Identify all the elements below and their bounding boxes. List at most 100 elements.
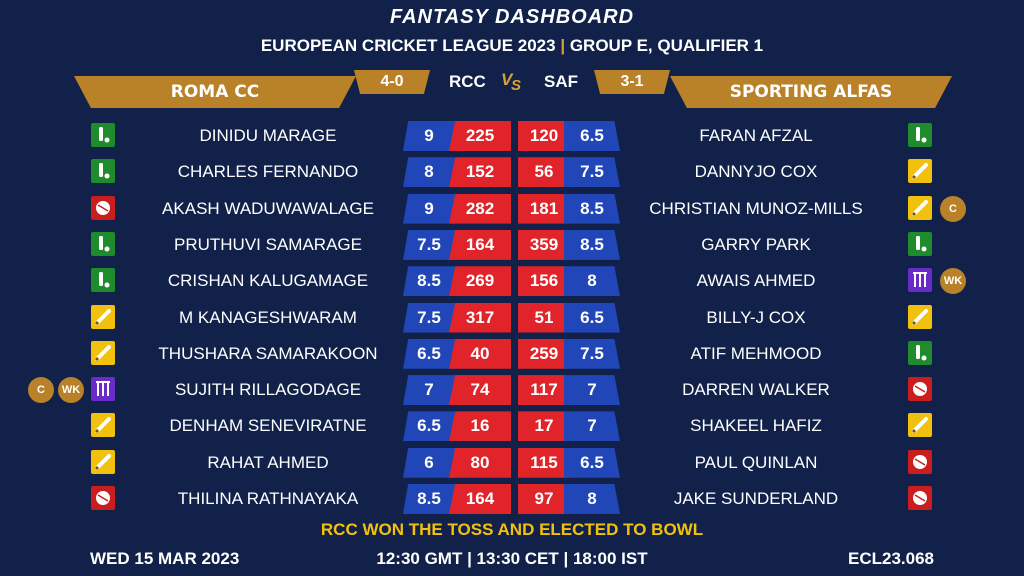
right-player-points: 359 [518,229,570,260]
allrounder-icon [908,340,932,365]
allrounder-icon [91,123,115,147]
player-row: AKASH WADUWAWALAGE 9 282 181 8.5 CHRISTIAN MU… [0,193,1024,224]
left-player-credits: 9 [403,121,455,151]
left-player-credits: 6 [403,447,455,478]
right-player-name: DARREN WALKER [682,380,830,400]
right-player-name: CHRISTIAN MUNOZ-MILLS [649,198,863,218]
left-player-name: CRISHAN KALUGAMAGE [167,271,369,291]
vs-logo-icon: V S [501,70,521,94]
bowler-icon [908,486,932,510]
svg-text:S: S [511,77,521,92]
allrounder-icon [908,123,932,147]
batter-icon [908,195,932,220]
right-player-credits: 6.5 [564,302,620,333]
left-player-points: 40 [449,338,511,369]
right-player-name: FARAN AFZAL [699,126,813,145]
match-time: 12:30 GMT | 13:30 CET | 18:00 IST [376,549,648,568]
left-player-points: 80 [449,447,511,478]
player-row: RAHAT AHMED 6 80 115 6.5 PAUL QUINLAN [0,447,1024,478]
batter-icon [908,413,932,438]
right-player-points: 156 [518,266,570,297]
bowler-icon [908,377,932,402]
left-player-credits: 6.5 [403,338,455,369]
right-player-points: 120 [518,121,570,151]
allrounder-icon [908,231,932,256]
left-player-credits: 8 [403,157,455,188]
match-code: ECL23.068 [848,549,934,568]
right-player-credits: 7 [564,375,620,406]
keeper-icon [91,377,115,402]
player-row: M KANAGESHWARAM 7.5 317 51 6.5 BILLY-J COX [0,302,1024,333]
team-left-abbr: RCC [449,72,486,91]
team-right-abbr: SAF [544,72,578,91]
left-player-name: CHARLES FERNANDO [177,162,359,182]
right-player-points: 181 [518,193,570,224]
left-player-credits: 7.5 [403,229,455,260]
team-left-banner: ROMA CC [74,76,356,108]
right-player-points: 97 [518,484,570,514]
left-player-credits: 6.5 [403,411,455,442]
left-player-name: DINIDU MARAGE [199,126,337,145]
team-right-banner: SPORTING ALFAS [670,76,952,108]
allrounder-icon [91,159,115,184]
left-player-points: 16 [449,411,511,442]
right-player-credits: 8 [564,266,620,297]
league-name: EUROPEAN CRICKET LEAGUE 2023 [260,36,556,55]
player-row: THUSHARA SAMARAKOON 6.5 40 259 7.5 ATIF MEHMO… [0,338,1024,369]
captain-badge: C [940,195,966,222]
left-player-credits: 8.5 [403,266,455,297]
right-player-name: AWAIS AHMED [696,271,816,291]
allrounder-icon [91,231,115,256]
right-player-credits: 8.5 [564,229,620,260]
captain-badge: C [28,377,54,404]
bowler-icon [91,195,115,220]
player-row: DINIDU MARAGE 9 225 120 6.5 FARAN AFZAL [0,121,1024,151]
right-player-points: 17 [518,411,570,442]
left-player-credits: 7 [403,375,455,406]
keeper-icon [908,268,932,293]
left-player-points: 164 [449,229,511,260]
match-name: GROUP E, QUALIFIER 1 [569,36,764,55]
bowler-icon [908,449,932,474]
player-row: PRUTHUVI SAMARAGE 7.5 164 359 8.5 GARRY PARK [0,229,1024,260]
left-player-name: M KANAGESHWARAM [179,307,357,327]
right-player-credits: 8 [564,484,620,514]
batter-icon [91,304,115,329]
right-player-name: JAKE SUNDERLAND [673,489,839,508]
player-row: DENHAM SENEVIRATNE 6.5 16 17 7 SHAKEEL HAFIZ [0,411,1024,442]
right-player-points: 51 [518,302,570,333]
dashboard-title: FANTASY DASHBOARD [389,6,635,28]
svg-text:V: V [501,70,514,89]
toss-result: RCC WON THE TOSS AND ELECTED TO BOWL [320,520,704,539]
left-player-points: 152 [449,157,511,188]
right-player-points: 56 [518,157,570,188]
match-date: WED 15 MAR 2023 [90,549,240,568]
left-player-points: 282 [449,193,511,224]
batter-icon [908,159,932,184]
left-player-points: 317 [449,302,511,333]
team-left-score: 4-0 [354,70,430,94]
right-player-credits: 6.5 [564,121,620,151]
right-player-points: 259 [518,338,570,369]
right-player-name: BILLY-J COX [706,307,806,327]
right-player-credits: 7.5 [564,338,620,369]
left-player-points: 164 [449,484,511,514]
right-player-name: ATIF MEHMOOD [690,343,822,363]
right-player-credits: 6.5 [564,447,620,478]
left-player-points: 225 [449,121,511,151]
player-row: CHARLES FERNANDO 8 152 56 7.5 DANNYJO COX [0,157,1024,188]
bowler-icon [91,486,115,510]
player-row: CRISHAN KALUGAMAGE 8.5 269 156 8 AWAIS AHMED W… [0,266,1024,297]
left-player-name: RAHAT AHMED [207,452,329,472]
right-player-name: GARRY PARK [701,234,811,254]
right-player-name: PAUL QUINLAN [694,452,818,472]
team-right-score: 3-1 [594,70,670,94]
left-player-name: AKASH WADUWAWALAGE [162,198,374,218]
right-player-name: SHAKEEL HAFIZ [690,416,822,436]
versus-icon: V S [499,66,525,98]
right-player-name: DANNYJO COX [694,162,818,182]
wicketkeeper-badge: WK [58,377,84,404]
allrounder-icon [91,268,115,293]
left-player-credits: 9 [403,193,455,224]
left-player-name: SUJITH RILLAGODAGE [174,380,362,400]
